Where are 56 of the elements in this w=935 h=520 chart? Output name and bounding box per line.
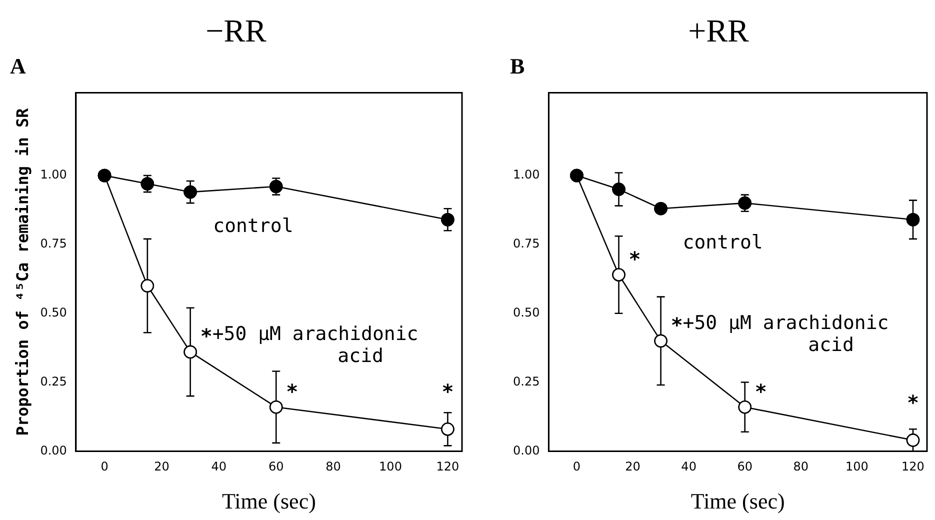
annotation: * <box>672 313 683 338</box>
x-tick-label: 80 <box>793 460 809 474</box>
x-tick-label: 20 <box>625 460 640 474</box>
x-tick-label: 40 <box>681 460 696 474</box>
x-tick-label: 0 <box>572 460 581 474</box>
point <box>441 212 454 226</box>
x-tick-label: 60 <box>737 460 753 474</box>
annotation: * <box>756 379 767 404</box>
x-tick-label: 120 <box>436 460 460 474</box>
point <box>906 434 920 447</box>
y-tick-label: 0.75 <box>513 236 540 251</box>
point <box>654 202 668 216</box>
y-tick-label: 0.50 <box>513 305 540 320</box>
y-tick-label: 0.25 <box>40 374 67 388</box>
annotation: * <box>630 246 641 271</box>
x-tick-label: 100 <box>845 460 868 474</box>
point <box>654 334 668 348</box>
chart-title: +RR <box>688 12 750 49</box>
point <box>269 400 283 414</box>
y-tick-label: 0.00 <box>513 443 540 458</box>
y-tick-label: 0.75 <box>40 236 67 251</box>
point <box>738 400 752 414</box>
point <box>184 185 197 199</box>
x-tick-label: 60 <box>268 460 284 474</box>
y-tick-label: 1.00 <box>513 168 540 182</box>
series-label: +50 μM arachidonic acid <box>682 312 889 356</box>
annotation: * <box>442 379 454 404</box>
y-axis-title: Proportion of ⁴⁵Ca remaining in SR <box>12 108 32 436</box>
x-tick-label: 120 <box>902 460 924 474</box>
x-tick-label: 40 <box>211 460 227 474</box>
series-label: control <box>213 214 294 237</box>
point <box>184 345 197 359</box>
point <box>612 182 626 196</box>
chart-subtitle: B <box>510 53 525 78</box>
point <box>906 212 920 226</box>
annotation: * <box>286 379 298 404</box>
point <box>441 422 454 436</box>
annotation: * <box>201 324 212 348</box>
x-axis-title: Time (sec) <box>690 488 785 514</box>
chart-title: −RR <box>206 12 268 49</box>
point <box>140 279 154 292</box>
x-axis-title: Time (sec) <box>222 488 316 514</box>
annotation: * <box>908 390 919 414</box>
point <box>612 268 626 282</box>
y-tick-label: 1.00 <box>40 168 67 182</box>
x-tick-label: 100 <box>379 460 402 474</box>
x-tick-label: 0 <box>100 460 108 474</box>
y-tick-label: 0.50 <box>40 305 67 320</box>
point <box>140 177 154 190</box>
x-tick-label: 20 <box>154 460 170 474</box>
series-label: +50 μM arachidonic acid <box>212 322 418 367</box>
y-tick-label: 0.25 <box>513 374 540 388</box>
x-tick-label: 80 <box>326 460 341 474</box>
series-label: control <box>682 232 763 254</box>
chart-subtitle: A <box>10 53 26 78</box>
y-tick-label: 0.00 <box>40 443 67 458</box>
